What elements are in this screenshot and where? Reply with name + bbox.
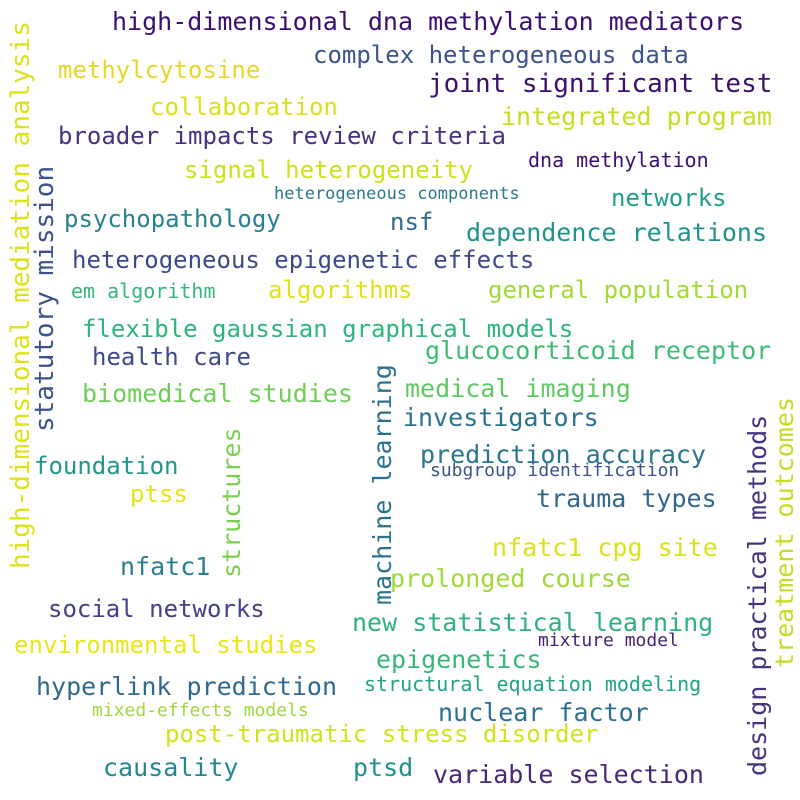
word-ptsd: ptsd [353, 753, 414, 782]
word-structures: structures [217, 427, 246, 578]
word-epigenetics: epigenetics [376, 645, 542, 674]
word-new-statistical-learning: new statistical learning [352, 608, 714, 637]
word-methylcytosine: methylcytosine [58, 56, 261, 84]
word-treatment-outcomes: treatment outcomes [770, 397, 799, 668]
word-mixed-effects-models: mixed-effects models [92, 700, 309, 721]
word-post-traumatic-stress-disorder: post-traumatic stress disorder [165, 720, 599, 748]
word-collaboration: collaboration [150, 93, 338, 121]
word-foundation: foundation [34, 452, 179, 480]
word-joint-significant-test: joint significant test [428, 69, 773, 99]
word-complex-heterogeneous-data: complex heterogeneous data [313, 41, 689, 69]
word-integrated-program: integrated program [501, 102, 772, 131]
word-subgroup-identification: subgroup identification [430, 460, 680, 481]
word-psychopathology: psychopathology [64, 205, 281, 233]
word-medical-imaging: medical imaging [405, 374, 631, 403]
word-nfatc1: nfatc1 [120, 552, 211, 581]
word-nsf: nsf [390, 208, 434, 236]
word-structural-equation-modeling: structural equation modeling [364, 672, 702, 696]
word-mixture-model: mixture model [538, 630, 679, 651]
word-investigators: investigators [403, 403, 599, 432]
word-networks: networks [611, 184, 727, 212]
word-flexible-gaussian-graphical-models: flexible gaussian graphical models [82, 315, 574, 343]
word-heterogeneous-components: heterogeneous components [274, 184, 520, 204]
word-general-population: general population [488, 276, 749, 304]
word-glucocorticoid-receptor: glucocorticoid receptor [425, 336, 772, 365]
word-machine-learning: machine learning [368, 364, 397, 605]
word-biomedical-studies: biomedical studies [82, 379, 353, 408]
word-dependence-relations: dependence relations [466, 218, 768, 247]
word-environmental-studies: environmental studies [14, 631, 318, 659]
word-health-care: health care [92, 343, 251, 371]
word-social-networks: social networks [48, 595, 265, 623]
word-broader-impacts-review-criteria: broader impacts review criteria [58, 122, 506, 150]
word-ptss: ptss [130, 480, 188, 508]
word-em-algorithm: em algorithm [71, 279, 216, 303]
word-high-dimensional-dna-methylation-mediators: high-dimensional dna methylation mediato… [112, 7, 745, 36]
word-prediction-accuracy: prediction accuracy [420, 440, 706, 469]
word-trauma-types: trauma types [536, 484, 717, 513]
word-design-practical-methods: design practical methods [743, 414, 772, 776]
word-heterogeneous-epigenetic-effects: heterogeneous epigenetic effects [72, 246, 535, 274]
word-algorithms: algorithms [268, 276, 413, 304]
word-signal-heterogeneity: signal heterogeneity [184, 156, 473, 184]
word-prolonged-course: prolonged course [390, 564, 631, 593]
word-variable-selection: variable selection [433, 760, 704, 789]
word-nuclear-factor: nuclear factor [438, 698, 649, 727]
word-hyperlink-prediction: hyperlink prediction [36, 672, 338, 701]
word-nfatc1-cpg-site: nfatc1 cpg site [492, 533, 718, 562]
word-statutory-mission: statutory mission [30, 165, 60, 432]
word-causality: causality [103, 753, 239, 782]
word-dna-methylation: dna methylation [528, 148, 709, 172]
